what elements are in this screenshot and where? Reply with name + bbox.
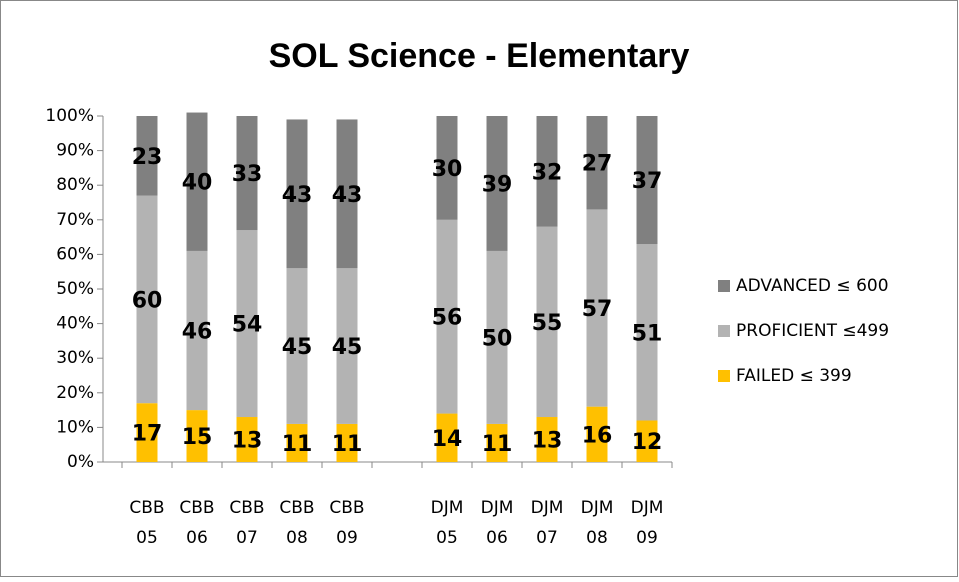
data-label: 23 [132,145,163,170]
data-label: 12 [632,430,663,455]
bar-segment [636,116,658,245]
bar-segment [486,423,508,462]
data-label: 14 [432,427,463,452]
bar-segment [186,410,208,462]
y-tick-label: 60% [56,244,94,264]
bar-segment [536,116,558,227]
data-label: 13 [232,429,263,454]
data-label: 11 [332,432,363,457]
y-tick-label: 20% [56,383,94,403]
y-tick-label: 0% [67,452,94,472]
data-label: 43 [332,183,363,208]
bar-segment [136,116,158,196]
data-label: 13 [532,429,563,454]
data-label: 33 [232,162,263,187]
bar-segment [286,119,308,269]
x-tick-label: DJM 09 [631,498,664,548]
data-label: 37 [632,169,663,194]
x-tick-label: CBB 07 [229,498,264,548]
bar-segment [586,209,608,407]
bar-segment [636,420,658,462]
data-label: 56 [432,306,463,331]
data-label: 50 [482,326,513,351]
bar-segment [186,112,208,251]
x-tick-label: CBB 06 [179,498,214,548]
bar-segment [236,230,258,418]
legend-label: ADVANCED ≤ 600 [736,276,889,296]
data-label: 43 [282,183,313,208]
bar-segment [336,119,358,269]
data-label: 15 [182,425,213,450]
bar-segment [286,423,308,462]
bar-segment [536,417,558,462]
bar-segment [436,219,458,414]
data-label: 30 [432,157,463,182]
data-label: 11 [282,432,313,457]
y-tick-label: 80% [56,175,94,195]
y-tick-label: 90% [56,141,94,161]
bar-segment [486,250,508,424]
data-label: 16 [582,423,613,448]
bar-segment [436,413,458,462]
x-tick-label: DJM 07 [531,498,564,548]
y-tick-label: 70% [56,210,94,230]
data-label: 45 [282,335,313,360]
bar-segment [186,250,208,411]
data-label: 40 [182,171,213,196]
bar-segment [586,406,608,462]
bar-segment [486,116,508,251]
legend-swatch [718,280,730,292]
data-label: 46 [182,320,213,345]
bar-segment [236,116,258,231]
legend-swatch [718,325,730,337]
y-tick-label: 30% [56,348,94,368]
x-tick-label: DJM 08 [581,498,614,548]
y-tick-label: 100% [45,106,94,126]
bar-segment [136,195,158,404]
data-label: 32 [532,160,563,185]
bar-segment [586,116,608,210]
x-tick-label: CBB 08 [279,498,314,548]
bar-segment [336,423,358,462]
data-label: 17 [132,422,163,447]
data-label: 51 [632,321,663,346]
bar-segment [636,244,658,421]
bar-segment [436,116,458,220]
bar-segment [286,268,308,424]
bar-segment [536,226,558,418]
x-tick-label: CBB 05 [129,498,164,548]
data-label: 39 [482,172,513,197]
data-label: 45 [332,335,363,360]
x-tick-label: DJM 05 [431,498,464,548]
y-tick-label: 40% [56,314,94,334]
data-label: 57 [582,297,613,322]
data-label: 11 [482,432,513,457]
x-tick-label: DJM 06 [481,498,514,548]
data-label: 55 [532,311,563,336]
legend-label: FAILED ≤ 399 [736,366,852,386]
chart-title: SOL Science - Elementary [269,37,690,75]
legend-swatch [718,370,730,382]
data-label: 54 [232,313,263,338]
data-label: 60 [132,288,163,313]
y-tick-label: 50% [56,279,94,299]
bar-segment [336,268,358,424]
y-tick-label: 10% [56,417,94,437]
x-tick-label: CBB 09 [329,498,364,548]
bar-segment [136,403,158,462]
bar-segment [236,417,258,462]
legend-label: PROFICIENT ≤499 [736,321,889,341]
data-label: 27 [582,152,613,177]
